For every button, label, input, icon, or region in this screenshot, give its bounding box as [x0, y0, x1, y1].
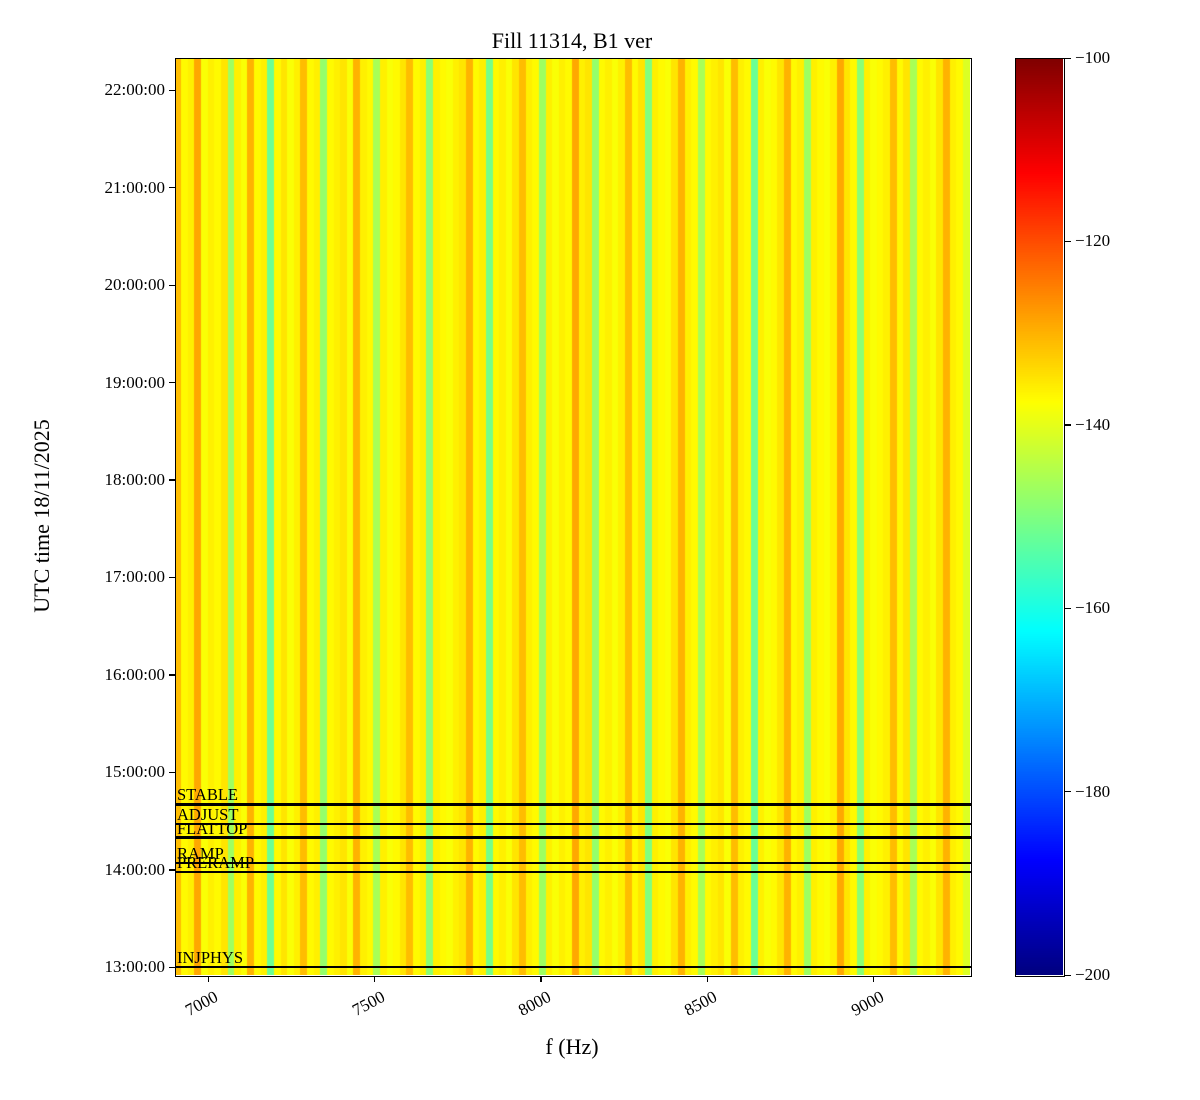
beam-mode-line [175, 966, 971, 969]
beam-mode-label: FLATTOP [177, 818, 248, 838]
colorbar-canvas [1015, 58, 1063, 975]
colorbar-border [1015, 58, 1065, 977]
x-axis-label: f (Hz) [545, 1034, 599, 1059]
x-tick-mark [373, 976, 376, 982]
y-tick-mark [169, 89, 175, 91]
x-tick-mark [872, 976, 875, 982]
colorbar-tick-mark [1065, 607, 1071, 609]
y-tick-mark [169, 187, 175, 189]
colorbar-tick-label: −100 [1075, 48, 1111, 67]
beam-mode-label: ADJUST [177, 804, 239, 824]
beam-mode-label: PRERAMP [177, 852, 255, 872]
y-tick-mark [169, 382, 175, 384]
plot-border [175, 58, 972, 977]
colorbar-tick-mark [1065, 424, 1071, 426]
colorbar-tick-mark [1065, 57, 1071, 59]
colorbar-tick-label: −120 [1075, 231, 1111, 251]
beam-mode-label: RAMP [177, 843, 224, 863]
y-tick-label: 22:00:00 [104, 80, 165, 100]
y-tick-mark [169, 869, 175, 871]
y-tick-label: 13:00:00 [104, 957, 165, 977]
beam-mode-line [175, 836, 971, 839]
beam-mode-line [175, 861, 971, 865]
heatmap-canvas [175, 58, 970, 975]
colorbar-tick-mark [1065, 791, 1071, 793]
colorbar-tick-mark [1065, 974, 1071, 976]
beam-mode-line [175, 803, 971, 806]
beam-mode-label: STABLE [177, 785, 239, 805]
y-tick-label: 19:00:00 [104, 372, 165, 392]
beam-mode-line [175, 870, 971, 873]
y-tick-label: 16:00:00 [104, 664, 165, 684]
y-tick-label: 18:00:00 [104, 469, 165, 489]
x-tick-mark [207, 976, 209, 982]
y-axis-label: UTC time 18/11/2025 [29, 419, 54, 613]
y-tick-mark [169, 966, 175, 968]
y-tick-label: 14:00:00 [104, 859, 165, 879]
x-tick-label: 9000 [847, 987, 887, 1020]
y-tick-label: 21:00:00 [104, 177, 165, 197]
x-tick-label: 7000 [182, 987, 222, 1020]
beam-mode-line [175, 822, 971, 826]
beam-mode-label: INJPHYS [177, 948, 244, 968]
colorbar-tick-label: −200 [1075, 965, 1111, 984]
y-tick-mark [169, 674, 175, 676]
y-tick-mark [169, 479, 175, 481]
x-tick-mark [706, 976, 708, 982]
colorbar-tick-label: −180 [1075, 781, 1111, 801]
y-tick-label: 20:00:00 [104, 275, 165, 295]
x-tick-label: 8500 [681, 987, 721, 1020]
y-tick-mark [169, 284, 175, 286]
x-tick-label: 8000 [514, 987, 554, 1020]
x-tick-label: 7500 [348, 987, 388, 1020]
colorbar-tick-mark [1065, 240, 1071, 243]
colorbar-tick-label: −140 [1075, 414, 1111, 434]
x-tick-mark [540, 976, 542, 982]
colorbar-tick-label: −160 [1075, 598, 1111, 618]
y-tick-label: 17:00:00 [104, 567, 165, 587]
y-tick-label: 15:00:00 [104, 762, 165, 782]
y-tick-mark [169, 771, 175, 774]
y-tick-mark [169, 576, 175, 579]
chart-title: Fill 11314, B1 ver [491, 28, 653, 53]
